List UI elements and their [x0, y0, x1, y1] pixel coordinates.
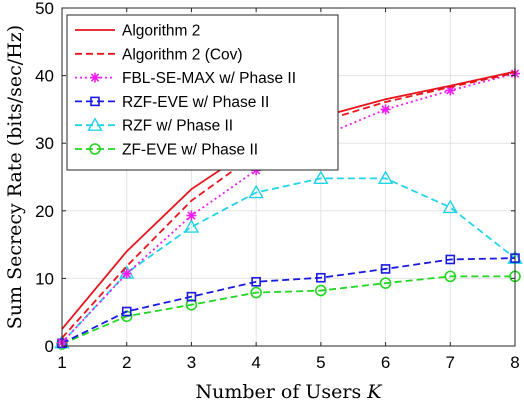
x-tick-label: 1	[57, 353, 66, 372]
data-point	[380, 264, 391, 274]
data-point	[444, 270, 457, 283]
data-point	[313, 170, 329, 185]
legend-label: ZF-EVE w/ Phase II	[122, 142, 258, 159]
data-point	[377, 170, 394, 185]
y-tick-label: 50	[35, 0, 54, 18]
x-tick-label: 3	[187, 353, 196, 372]
legend-box	[66, 14, 339, 171]
data-point	[186, 210, 197, 221]
star-stroke	[446, 86, 455, 95]
data-point	[380, 104, 391, 115]
data-point	[251, 276, 261, 287]
star-stroke	[122, 269, 131, 278]
x-tick-label: 5	[316, 353, 325, 372]
data-point	[316, 272, 326, 283]
legend: Algorithm 2 Algorithm 2 (Cov) FBL-SE-MAX w…	[66, 14, 339, 171]
series-line	[61, 257, 516, 345]
legend-entry: RZF-EVE w/ Phase II	[75, 94, 269, 111]
y-tick-label: 10	[35, 269, 54, 288]
x-axis-title-text: Number of Users	[195, 381, 367, 403]
data-point	[315, 284, 327, 297]
data-point	[445, 254, 456, 265]
x-tick-label: 7	[446, 353, 455, 372]
legend-entry: ZF-EVE w/ Phase II	[75, 142, 258, 159]
y-tick-label: 0	[45, 337, 54, 356]
data-point	[248, 184, 264, 199]
x-tick-label: 6	[381, 353, 390, 372]
legend-marker	[89, 143, 101, 155]
data-point	[379, 277, 392, 289]
x-axis-title: Number of Users K	[195, 381, 383, 403]
legend-entry: FBL-SE-MAX w/ Phase II	[75, 70, 296, 87]
y-tick-label: 30	[35, 134, 54, 153]
legend-marker	[90, 72, 100, 83]
legend-label: Algorithm 2 (Cov)	[122, 46, 243, 63]
y-tick-label: 40	[35, 67, 54, 86]
legend-marker	[90, 96, 100, 107]
data-point	[121, 268, 132, 279]
data-point	[250, 286, 262, 299]
plot-frame	[61, 7, 516, 347]
series-line	[61, 275, 515, 345]
data-point	[185, 298, 198, 311]
legend-entry: RZF w/ Phase II	[75, 117, 233, 135]
legend-label: RZF-EVE w/ Phase II	[122, 94, 269, 111]
star-stroke	[90, 73, 100, 82]
series-algorithm-2-cov	[61, 72, 516, 339]
ticks: 1 2 3 4 5 6 7 8 0 10 20 30 40 50	[35, 0, 520, 372]
star-stroke	[381, 105, 390, 114]
y-tick-label: 20	[35, 202, 54, 221]
legend-marker	[87, 117, 103, 131]
legend-entry: Algorithm 2	[75, 23, 200, 40]
x-tick-label: 4	[251, 353, 260, 372]
legend-label: FBL-SE-MAX w/ Phase II	[122, 70, 296, 87]
series-line	[61, 72, 516, 339]
legend-label: RZF w/ Phase II	[122, 118, 233, 135]
series-rzf-eve-w-phase-ii	[57, 253, 520, 349]
data-point	[183, 219, 200, 233]
x-tick-label: 8	[510, 353, 519, 372]
data-point	[121, 306, 132, 317]
legend-entry: Algorithm 2 (Cov)	[75, 46, 243, 63]
legend-label: Algorithm 2	[122, 23, 200, 40]
data-point	[186, 291, 197, 302]
x-tick-label: 2	[122, 353, 131, 372]
series-line	[61, 177, 516, 344]
y-axis-title: Sum Secrecy Rate (bits/sec/Hz)	[4, 25, 26, 329]
star-stroke	[187, 211, 196, 220]
x-axis-title-variable: K	[366, 381, 383, 403]
data-point	[442, 199, 458, 214]
